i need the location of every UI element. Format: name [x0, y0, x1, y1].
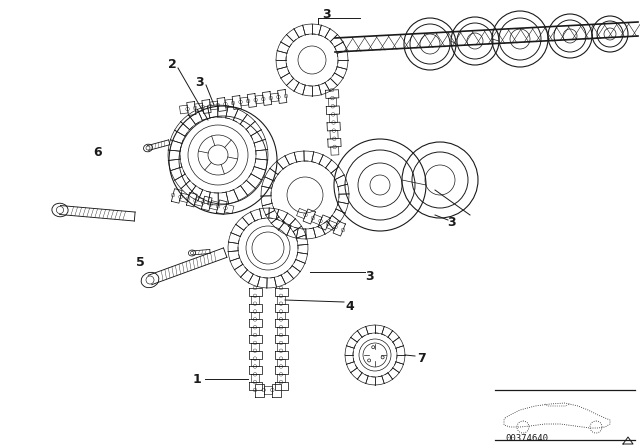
Text: 3: 3 — [448, 215, 456, 228]
Text: 6: 6 — [93, 146, 102, 159]
Text: 7: 7 — [417, 352, 426, 365]
Text: 1: 1 — [193, 372, 202, 385]
Text: 2: 2 — [168, 57, 177, 70]
Text: 3: 3 — [322, 8, 331, 21]
Text: 5: 5 — [136, 255, 145, 268]
Text: 3: 3 — [196, 76, 204, 89]
Text: 4: 4 — [346, 300, 355, 313]
Text: 00374640: 00374640 — [505, 434, 548, 443]
Text: 3: 3 — [365, 270, 374, 283]
